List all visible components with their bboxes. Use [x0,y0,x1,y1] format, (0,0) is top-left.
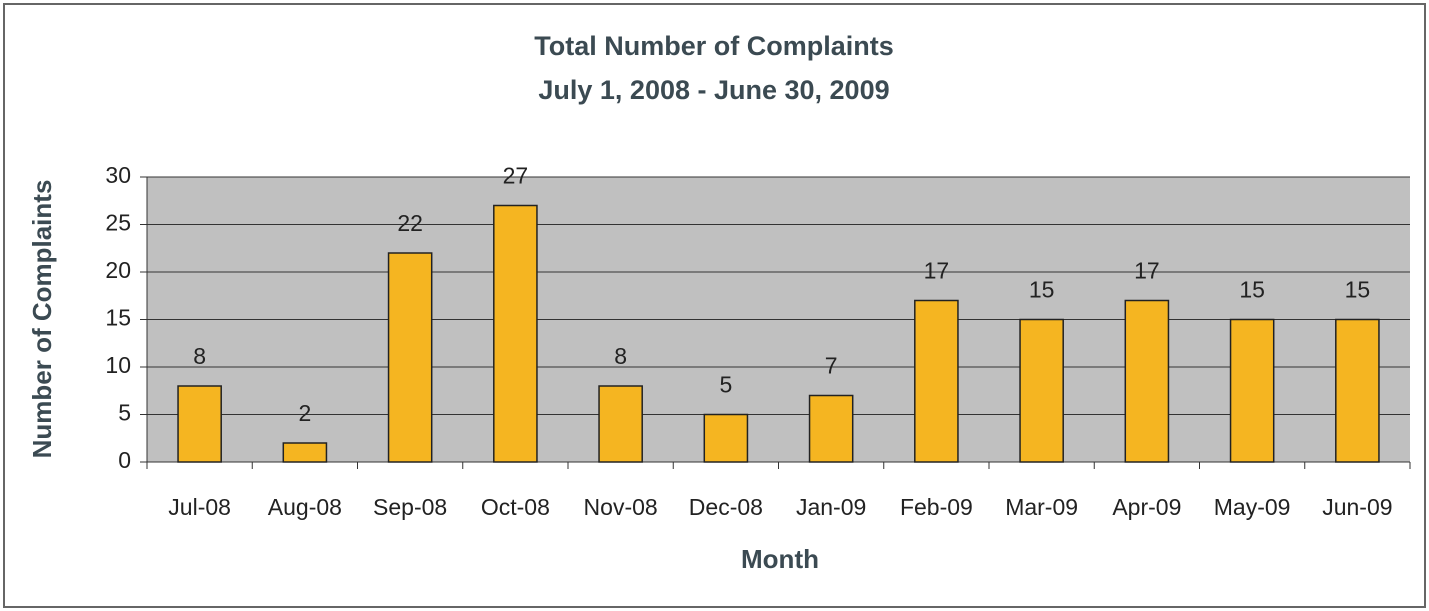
value-label: 15 [1239,277,1265,303]
value-label: 8 [614,343,627,369]
bar [177,385,222,463]
y-tick-label: 15 [105,305,131,331]
x-tick-label: May-09 [1214,494,1291,520]
y-tick-label: 30 [105,162,131,188]
value-label: 17 [924,258,950,284]
x-tick-label: Aug-08 [268,494,342,520]
bar [1335,318,1380,463]
x-tick-label: Feb-09 [900,494,973,520]
x-tick-label: Apr-09 [1112,494,1181,520]
bar [1019,318,1064,463]
value-label: 22 [397,210,423,236]
x-tick-label: Mar-09 [1005,494,1078,520]
y-tick-label: 25 [105,210,131,236]
bar [914,299,959,463]
bar [703,413,749,463]
y-tick-label: 0 [118,447,131,473]
bar [493,204,538,463]
x-axis-title: Month [741,544,819,574]
x-tick-label: Jun-09 [1322,494,1392,520]
bar [808,394,854,463]
value-label: 15 [1345,277,1371,303]
bar [598,385,643,463]
y-axis-title: Number of Complaints [27,180,57,459]
value-label: 27 [503,163,529,189]
y-tick-label: 10 [105,352,131,378]
value-label: 2 [298,400,311,426]
x-tick-label: Sep-08 [373,494,447,520]
value-label: 15 [1029,277,1055,303]
value-label: 7 [825,353,838,379]
x-tick-label: Jan-09 [796,494,866,520]
bar [1229,318,1275,463]
value-label: 5 [719,372,732,398]
value-label: 8 [193,343,206,369]
x-tick-label: Nov-08 [584,494,658,520]
x-tick-label: Oct-08 [481,494,550,520]
y-tick-label: 5 [118,400,131,426]
bar [387,252,433,463]
x-tick-label: Jul-08 [168,494,231,520]
value-label: 17 [1134,258,1160,284]
bar [1124,299,1170,463]
chart-title: Total Number of Complaints [534,31,894,61]
y-tick-label: 20 [105,257,131,283]
x-tick-label: Dec-08 [689,494,763,520]
bar [282,442,328,463]
chart-subtitle: July 1, 2008 - June 30, 2009 [538,75,889,105]
